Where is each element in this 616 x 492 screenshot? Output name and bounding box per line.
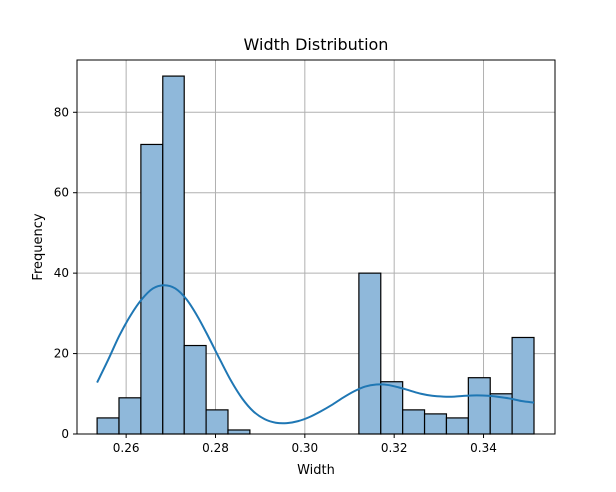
histogram-bar	[96, 417, 120, 435]
x-axis-label: Width	[297, 463, 335, 478]
histogram-bar	[445, 417, 469, 435]
histogram-bar	[489, 393, 513, 435]
histogram-bar	[358, 272, 382, 435]
bars-layer	[96, 75, 535, 435]
kde-layer	[96, 284, 535, 425]
histogram-bar	[118, 397, 142, 435]
x-tick-label: 0.30	[291, 441, 318, 455]
x-tick-label: 0.34	[470, 441, 497, 455]
histogram-bar	[205, 409, 229, 435]
y-tick-label: 80	[54, 105, 69, 119]
histogram-bar	[423, 413, 448, 435]
chart-title: Width Distribution	[244, 35, 389, 54]
histogram-bar	[380, 381, 404, 435]
x-tick-label: 0.26	[113, 441, 140, 455]
histogram-bar	[227, 429, 251, 435]
y-tick-label: 0	[61, 427, 69, 441]
y-axis-label: Frequency	[31, 213, 46, 280]
histogram-bar	[467, 377, 491, 435]
histogram-bar	[402, 409, 426, 435]
histogram-bar	[162, 75, 185, 435]
ticks-layer: 0.26 0.28 0.30 0.32 0.34 0 20 40 60 80	[54, 105, 497, 455]
x-tick-label: 0.32	[381, 441, 408, 455]
x-tick-label: 0.28	[202, 441, 229, 455]
y-tick-label: 20	[54, 347, 69, 361]
y-tick-label: 40	[54, 266, 69, 280]
y-tick-label: 60	[54, 186, 69, 200]
kde-line	[96, 284, 535, 425]
plot-frame	[76, 59, 556, 435]
histogram-bar	[511, 336, 535, 435]
histogram-bar	[183, 344, 207, 435]
